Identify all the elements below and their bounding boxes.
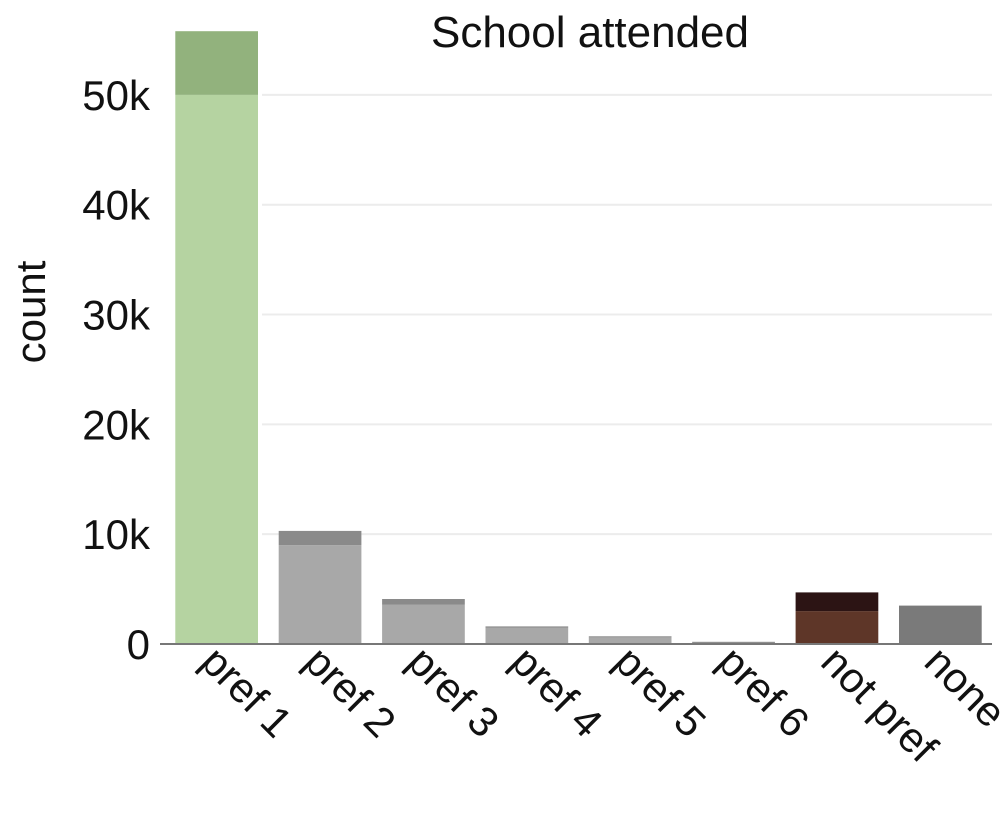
y-tick-label: 10k (82, 511, 151, 558)
bar-segment (899, 605, 982, 644)
bar-segment (795, 592, 879, 612)
bar-segment (278, 530, 362, 546)
bar-segment (795, 611, 879, 644)
x-tick-label: pref 3 (399, 637, 508, 746)
y-axis-ticks: 0 10k 20k 30k 40k 50k (82, 72, 151, 668)
bar-segment (175, 94, 258, 644)
x-tick-label: pref 2 (296, 637, 405, 746)
bar-segment (485, 626, 569, 628)
x-tick-label: pref 1 (192, 637, 301, 746)
bar-segment (588, 637, 672, 644)
bar-segment (175, 31, 258, 95)
y-tick-label: 20k (82, 401, 151, 448)
y-tick-label: 30k (82, 292, 151, 339)
y-axis-label: count (7, 260, 54, 363)
x-tick-label: pref 5 (606, 637, 715, 746)
x-tick-label: pref 6 (709, 637, 818, 746)
x-tick-label: pref 4 (502, 637, 611, 746)
bar-segment (692, 641, 775, 643)
bar-segment (588, 636, 672, 638)
bar-segment (485, 627, 569, 644)
x-tick-label: not pref (813, 637, 947, 771)
gridlines (262, 93, 992, 536)
y-tick-label: 40k (82, 182, 151, 229)
chart-title: School attended (431, 8, 749, 57)
bar-segment (382, 599, 465, 605)
y-tick-label: 50k (82, 72, 151, 119)
bars (175, 31, 982, 644)
bar-segment (278, 545, 362, 644)
y-tick-label: 0 (127, 621, 150, 668)
bar-segment (382, 604, 465, 644)
